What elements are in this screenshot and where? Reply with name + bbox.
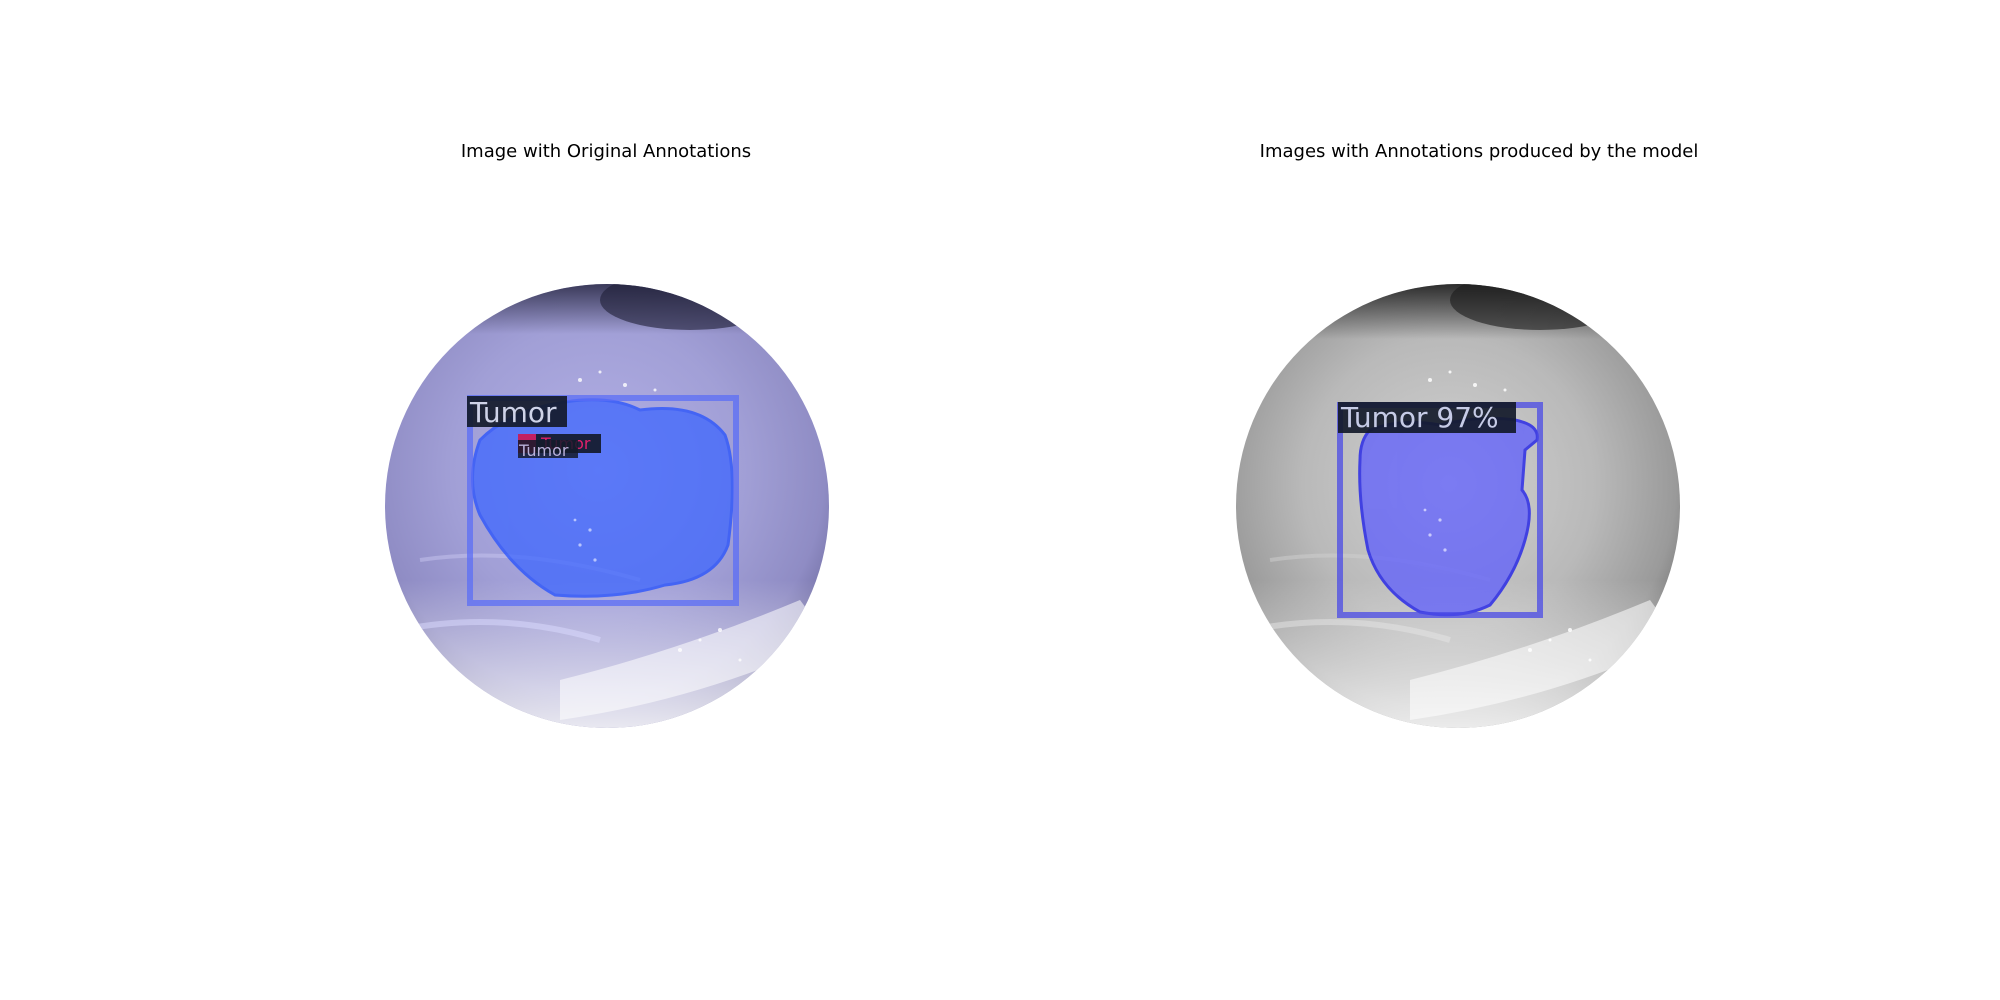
svg-text:Tumor 97%: Tumor 97% bbox=[1340, 401, 1499, 434]
original-annotated-image: Tumor Tumor Tumor bbox=[385, 284, 829, 728]
tumor-label-main: Tumor bbox=[467, 396, 567, 429]
model-annotations-panel: Images with Annotations produced by the … bbox=[1000, 0, 2000, 1000]
model-annotated-image: Tumor 97% bbox=[1236, 284, 1680, 728]
panel-title-original: Image with Original Annotations bbox=[460, 141, 752, 162]
svg-text:Tumor: Tumor bbox=[469, 396, 557, 429]
svg-text:Tumor: Tumor bbox=[518, 441, 569, 460]
tissue-image bbox=[385, 284, 829, 728]
panel-title-model: Images with Annotations produced by the … bbox=[1259, 141, 1699, 162]
tumor-bbox-original bbox=[467, 395, 739, 606]
tumor-label-tertiary: Tumor bbox=[518, 440, 578, 460]
grayscale-tissue-image bbox=[1236, 284, 1680, 728]
original-annotations-panel: Image with Original Annotations bbox=[385, 141, 829, 728]
tumor-confidence-label: Tumor 97% bbox=[1338, 401, 1516, 434]
